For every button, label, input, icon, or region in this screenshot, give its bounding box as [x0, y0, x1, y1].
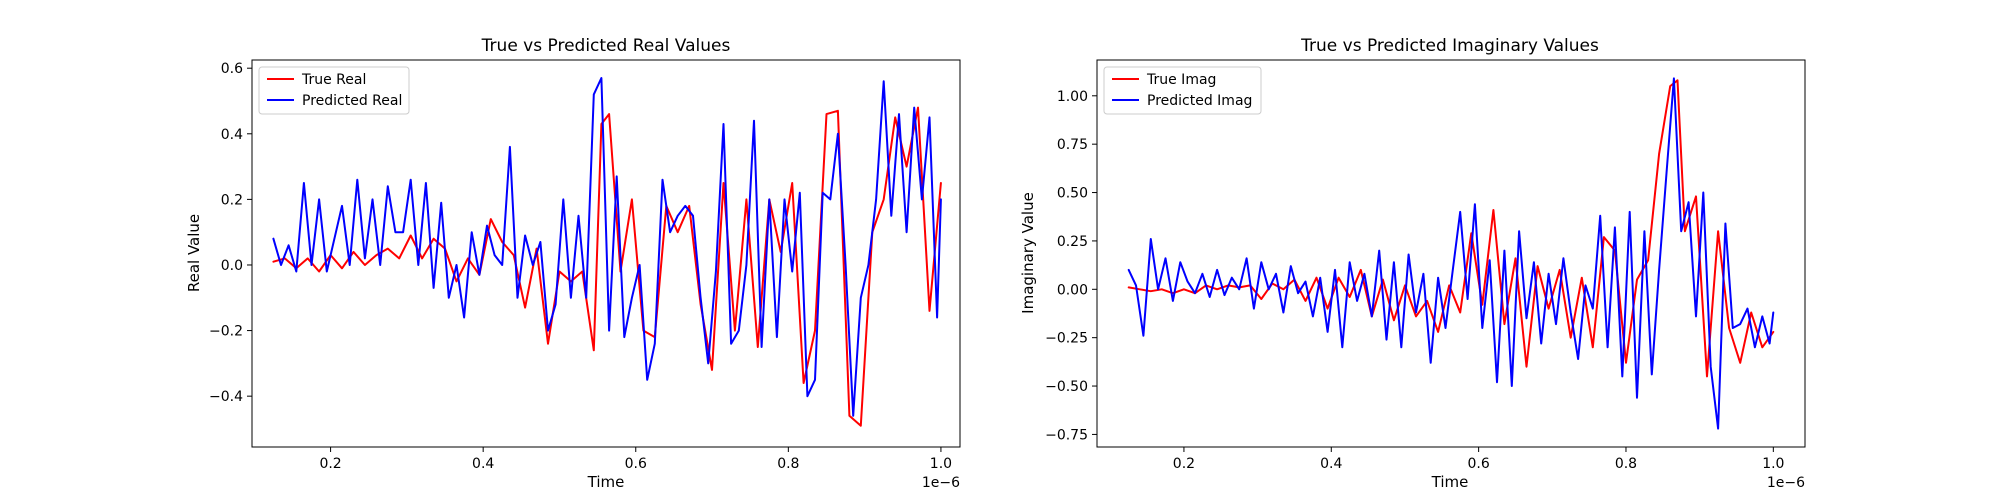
- y-tick-label: −0.50: [1045, 379, 1088, 395]
- y-tick-label: −0.4: [209, 389, 243, 405]
- legend-box: [1103, 66, 1262, 115]
- plot-area: [1097, 60, 1805, 447]
- x-offset-label: 1e−6: [1767, 475, 1805, 491]
- y-tick-label: −0.75: [1045, 427, 1088, 443]
- y-tick-label: 0.50: [1057, 186, 1088, 202]
- imaginary-values-subplot: True vs Predicted Imaginary Values 0.2 0.…: [1019, 36, 1806, 491]
- x-tick-label: 0.8: [1615, 456, 1637, 472]
- series-line-predicted-imag: [1127, 77, 1775, 430]
- legend: True Imag Predicted Imag: [1103, 66, 1262, 115]
- y-tick-label: 0.4: [221, 127, 243, 143]
- x-axis-label: Time: [587, 473, 625, 491]
- y-tick-label: 0.75: [1057, 137, 1088, 153]
- chart-title: True vs Predicted Real Values: [481, 36, 731, 56]
- legend: True Real Predicted Real: [258, 66, 410, 115]
- x-tick-label: 0.6: [1467, 456, 1489, 472]
- x-tick-label: 0.4: [472, 456, 494, 472]
- legend-box: [258, 66, 410, 115]
- series-layer: [1127, 77, 1775, 430]
- x-axis: 0.2 0.4 0.6 0.8 1.0: [319, 447, 952, 472]
- y-tick-label: −0.2: [209, 324, 243, 340]
- plot-frame: [251, 59, 961, 448]
- series-line-predicted-real: [272, 77, 942, 417]
- y-tick-label: −0.25: [1045, 331, 1088, 347]
- legend-label-true-real: True Real: [301, 72, 366, 88]
- x-tick-label: 0.8: [777, 456, 799, 472]
- legend-label-predicted-imag: Predicted Imag: [1147, 93, 1252, 109]
- x-tick-label: 0.6: [625, 456, 647, 472]
- plot-frame: [1096, 59, 1806, 448]
- x-tick-label: 1.0: [930, 456, 952, 472]
- x-tick-label: 0.2: [1173, 456, 1195, 472]
- y-axis: −0.4 −0.2 0.0 0.2 0.4 0.6: [209, 61, 252, 405]
- legend-label-predicted-real: Predicted Real: [302, 93, 402, 109]
- y-tick-label: 0.2: [221, 192, 243, 208]
- legend-label-true-imag: True Imag: [1146, 72, 1216, 88]
- chart-title: True vs Predicted Imaginary Values: [1300, 36, 1599, 56]
- y-tick-label: 1.00: [1057, 89, 1088, 105]
- x-axis: 0.2 0.4 0.6 0.8 1.0: [1173, 447, 1784, 472]
- y-tick-label: 0.00: [1057, 282, 1088, 298]
- y-axis: −0.75 −0.50 −0.25 0.00 0.25 0.50 0.75 1.00: [1045, 89, 1097, 443]
- real-values-subplot: True vs Predicted Real Values 0.2 0.4 0.6 0…: [185, 36, 961, 491]
- y-tick-label: 0.0: [221, 258, 243, 274]
- x-axis-label: Time: [1431, 473, 1469, 491]
- y-axis-label: Imaginary Value: [1019, 192, 1037, 314]
- series-layer: [272, 77, 942, 427]
- y-tick-label: 0.6: [221, 61, 243, 77]
- x-tick-label: 0.2: [319, 456, 341, 472]
- x-tick-label: 1.0: [1762, 456, 1784, 472]
- x-tick-label: 0.4: [1320, 456, 1342, 472]
- series-line-true-real: [272, 106, 942, 427]
- y-tick-label: 0.25: [1057, 234, 1088, 250]
- y-axis-label: Real Value: [185, 214, 203, 292]
- x-offset-label: 1e−6: [922, 475, 960, 491]
